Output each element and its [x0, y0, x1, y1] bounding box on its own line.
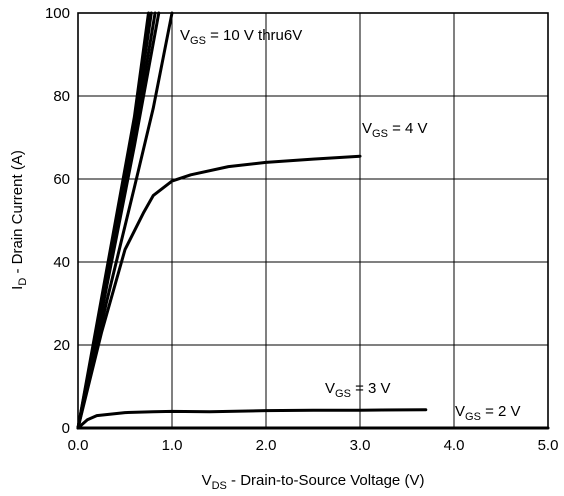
x-tick-label: 5.0 [538, 437, 559, 454]
annotation-vgs-6-10: VGS = 10 V thru6V [180, 27, 302, 47]
y-tick-label: 20 [53, 337, 70, 354]
series-line-5 [76, 11, 174, 430]
annotation-vgs-4: VGS = 4 V [362, 120, 428, 140]
annotation-vgs-3: VGS = 3 V [325, 380, 391, 400]
x-tick-label: 3.0 [350, 437, 371, 454]
x-tick-label: 1.0 [162, 437, 183, 454]
annotation-vgs-2: VGS = 2 V [455, 403, 521, 423]
series-line-4 [76, 11, 161, 430]
x-axis-label: VDS - Drain-to-Source Voltage (V) [202, 472, 425, 492]
tick-labels: 0.0 1.0 2.0 3.0 4.0 5.0 0 20 40 60 80 100 [45, 5, 558, 454]
y-tick-label: 60 [53, 171, 70, 188]
y-tick-label: 0 [62, 420, 70, 437]
grid [78, 13, 548, 428]
y-tick-label: 80 [53, 88, 70, 105]
x-tick-label: 2.0 [256, 437, 277, 454]
series-line-7 [76, 408, 428, 430]
x-tick-label: 0.0 [68, 437, 89, 454]
series-line-6 [76, 154, 362, 430]
series-group [76, 11, 550, 430]
x-tick-label: 4.0 [444, 437, 465, 454]
y-tick-label: 100 [45, 5, 70, 22]
y-tick-label: 40 [53, 254, 70, 271]
plot-frame [77, 12, 549, 429]
y-axis-label: ID - Drain Current (A) [9, 150, 29, 290]
